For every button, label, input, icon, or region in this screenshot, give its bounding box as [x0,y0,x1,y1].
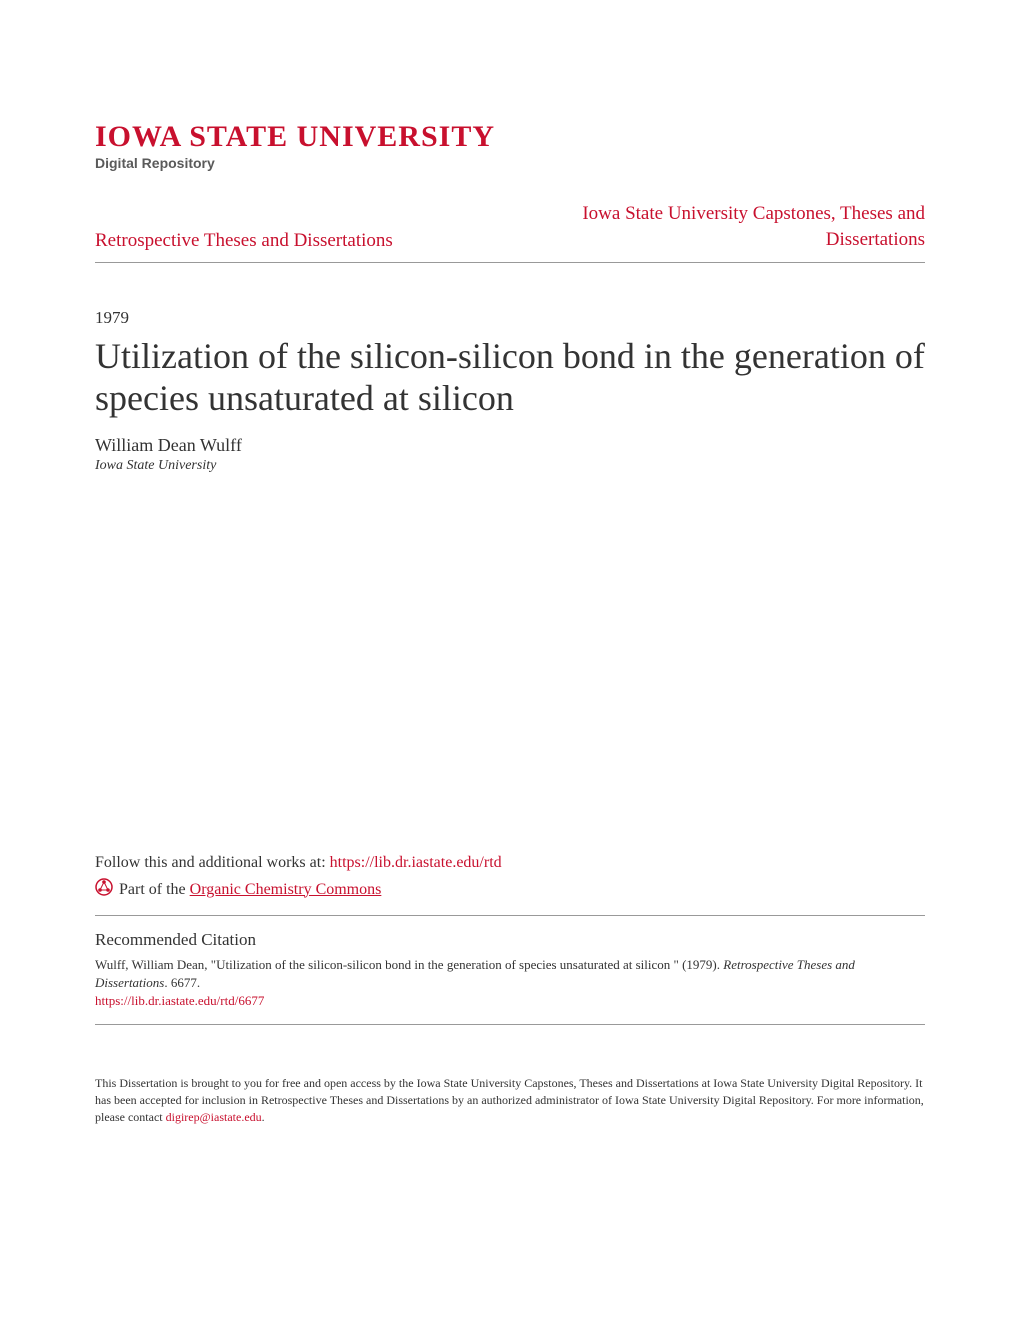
partof-prefix: Part of the [119,881,190,898]
footer-after: . [262,1110,265,1124]
partof-line: Part of the Organic Chemistry Commons [95,878,925,901]
collection-link-left[interactable]: Retrospective Theses and Dissertations [95,230,393,252]
footer-text: This Dissertation is brought to you for … [95,1075,925,1125]
logo-sub: Digital Repository [95,155,925,171]
document-title: Utilization of the silicon-silicon bond … [95,336,925,419]
collection-link-right[interactable]: Iowa State University Capstones, Theses … [545,201,925,252]
author-name: William Dean Wulff [95,435,925,456]
header-row: Retrospective Theses and Dissertations I… [95,201,925,263]
follow-line: Follow this and additional works at: htt… [95,854,925,872]
citation-after: . 6677. [164,975,200,990]
divider-bottom [95,1024,925,1025]
middle-section: Follow this and additional works at: htt… [95,854,925,1126]
publication-year: 1979 [95,308,925,328]
author-affiliation: Iowa State University [95,458,925,474]
logo-block: IOWA STATE UNIVERSITY Digital Repository [95,120,925,171]
logo-main: IOWA STATE UNIVERSITY [95,120,925,153]
citation-link[interactable]: https://lib.dr.iastate.edu/rtd/6677 [95,993,264,1008]
collection-right-label: Iowa State University Capstones, Theses … [582,203,925,250]
citation-text: Wulff, William Dean, "Utilization of the… [95,956,925,992]
follow-prefix: Follow this and additional works at: [95,854,330,871]
divider-top [95,915,925,916]
partof-link[interactable]: Organic Chemistry Commons [190,881,382,898]
footer-email-link[interactable]: digirep@iastate.edu [166,1110,262,1124]
follow-link[interactable]: https://lib.dr.iastate.edu/rtd [330,854,502,871]
citation-before: Wulff, William Dean, "Utilization of the… [95,957,723,972]
network-icon [95,878,113,901]
citation-heading: Recommended Citation [95,930,925,950]
collection-left-label: Retrospective Theses and Dissertations [95,230,393,251]
